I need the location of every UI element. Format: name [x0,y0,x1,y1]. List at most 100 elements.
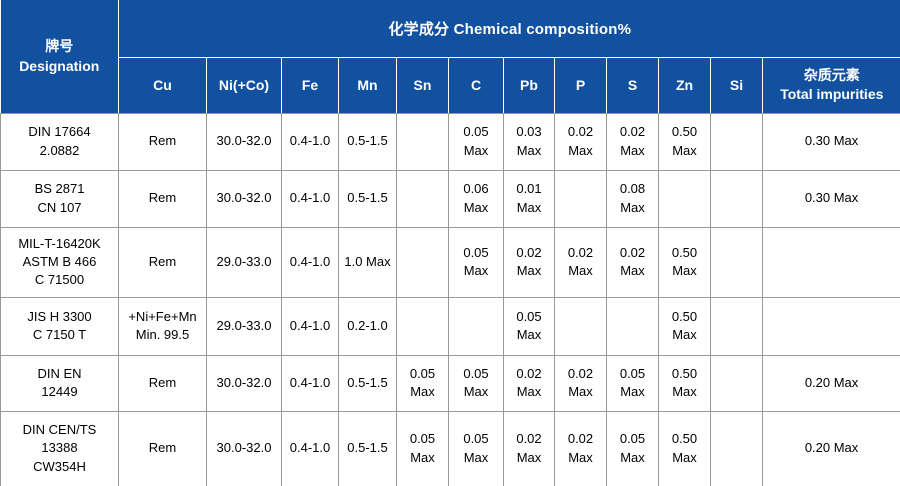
value-cell: 0.05 Max [448,226,504,298]
column-header-mn: Mn [338,56,397,114]
designation-cell: BS 2871 CN 107 [0,169,119,228]
value-cell: 0.02 Max [554,112,607,171]
value-cell: 0.03 Max [503,112,555,171]
value-cell: 0.20 Max [761,410,900,486]
table-row: BS 2871 CN 107 Rem 30.0-32.0 0.4-1.0 0.5-1.5… [0,169,900,228]
table-body: DIN 17664 2.0882 Rem 30.0-32.0 0.4-1.0 0.5-1… [0,112,900,486]
column-header-s: S [606,56,659,114]
value-cell [606,296,659,356]
value-cell: Rem [118,226,207,298]
value-cell: Rem [118,169,207,228]
column-header-p: P [554,56,607,114]
column-header-c: C [448,56,504,114]
column-header-cu: Cu [118,56,207,114]
value-cell: 0.02 Max [554,226,607,298]
value-cell: 0.50 Max [658,354,711,412]
header-row-top: 牌号 Designation 化学成分 Chemical composition… [0,0,900,114]
value-cell: 0.50 Max [658,410,711,486]
designation-cell: MIL-T-16420K ASTM B 466 C 71500 [0,226,119,298]
designation-cell: JIS H 3300 C 7150 T [0,296,119,356]
table-row: MIL-T-16420K ASTM B 466 C 71500 Rem 29.0-3… [0,226,900,298]
value-cell [710,410,763,486]
value-cell: 0.50 Max [658,226,711,298]
value-cell: 0.02 Max [503,226,555,298]
value-cell: 0.05 Max [448,354,504,412]
column-header-sn: Sn [396,56,449,114]
value-cell: 0.5-1.5 [338,169,397,228]
value-cell [710,296,763,356]
value-cell: 30.0-32.0 [206,169,282,228]
value-cell: 0.5-1.5 [338,354,397,412]
value-cell [710,226,763,298]
value-cell [396,296,449,356]
value-cell: 0.05 Max [396,410,449,486]
value-cell [554,169,607,228]
value-cell: 30.0-32.0 [206,410,282,486]
value-cell: 0.08 Max [606,169,659,228]
value-cell [658,169,711,228]
designation-cell: DIN EN 12449 [0,354,119,412]
value-cell: 0.02 Max [503,410,555,486]
value-cell: 0.05 Max [448,410,504,486]
table-row: JIS H 3300 C 7150 T +Ni+Fe+Mn Min. 99.5 29… [0,296,900,356]
header-row-elements: Cu Ni(+Co) Fe Mn Sn C Pb P S Zn Si 杂质元素 … [1,56,900,114]
value-cell [396,112,449,171]
table-row: DIN 17664 2.0882 Rem 30.0-32.0 0.4-1.0 0.5-1… [0,112,900,171]
value-cell: 30.0-32.0 [206,354,282,412]
column-header-fe: Fe [281,56,339,114]
table-row: DIN EN 12449 Rem 30.0-32.0 0.4-1.0 0.5-1.5 0.… [0,354,900,412]
value-cell: 30.0-32.0 [206,112,282,171]
value-cell: Rem [118,410,207,486]
table-row: DIN CEN/TS 13388 CW354H Rem 30.0-32.0 0.4-1… [0,410,900,486]
value-cell [448,296,504,356]
designation-header: 牌号 Designation [0,0,119,114]
column-header-impurities: 杂质元素 Total impurities [761,56,900,114]
value-cell: 29.0-33.0 [206,296,282,356]
value-cell: 0.06 Max [448,169,504,228]
value-cell: 0.30 Max [761,169,900,228]
value-cell: 0.02 Max [554,410,607,486]
column-header-pb: Pb [503,56,555,114]
value-cell: 0.02 Max [606,112,659,171]
value-cell: 0.01 Max [503,169,555,228]
value-cell [710,112,763,171]
value-cell: 0.05 Max [396,354,449,412]
column-header-zn: Zn [658,56,711,114]
value-cell: Rem [118,354,207,412]
composition-header: 化学成分 Chemical composition% [117,0,900,58]
value-cell: 0.2-1.0 [338,296,397,356]
designation-cell: DIN 17664 2.0882 [0,112,119,171]
value-cell: 0.20 Max [761,354,900,412]
value-cell: 0.05 Max [448,112,504,171]
value-cell: 0.05 Max [503,296,555,356]
value-cell: Rem [118,112,207,171]
value-cell: 0.4-1.0 [281,410,339,486]
value-cell: 0.02 Max [503,354,555,412]
value-cell: 0.50 Max [658,112,711,171]
column-header-si: Si [710,56,763,114]
value-cell [710,169,763,228]
value-cell: 1.0 Max [338,226,397,298]
value-cell: +Ni+Fe+Mn Min. 99.5 [118,296,207,356]
value-cell: 0.05 Max [606,410,659,486]
value-cell: 0.4-1.0 [281,296,339,356]
value-cell [710,354,763,412]
value-cell [396,169,449,228]
value-cell: 0.4-1.0 [281,226,339,298]
value-cell [396,226,449,298]
value-cell: 0.4-1.0 [281,354,339,412]
value-cell: 0.30 Max [761,112,900,171]
value-cell: 0.02 Max [606,226,659,298]
value-cell [761,226,900,298]
value-cell: 0.5-1.5 [338,410,397,486]
value-cell: 0.02 Max [554,354,607,412]
value-cell: 0.05 Max [606,354,659,412]
value-cell [554,296,607,356]
value-cell [761,296,900,356]
table-header: 牌号 Designation 化学成分 Chemical composition… [0,0,900,114]
designation-cell: DIN CEN/TS 13388 CW354H [0,410,119,486]
value-cell: 29.0-33.0 [206,226,282,298]
value-cell: 0.4-1.0 [281,169,339,228]
